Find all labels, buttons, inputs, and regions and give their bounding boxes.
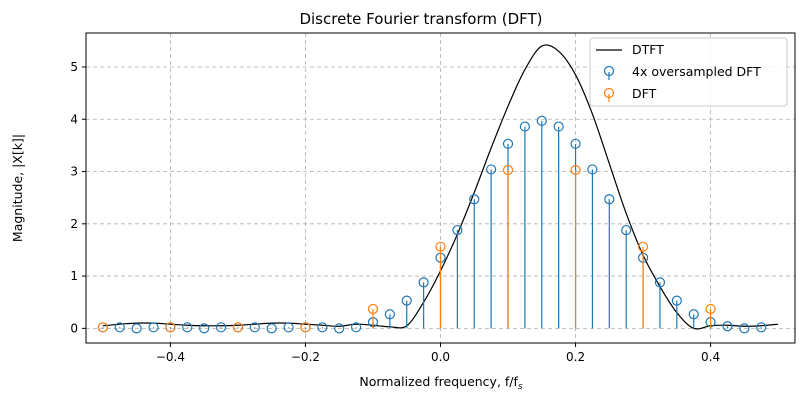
oversampled-dft-marker (334, 323, 345, 334)
x-tick-label: −0.4 (156, 350, 185, 364)
oversampled-dft-marker (756, 322, 767, 333)
x-tick-label: 0.4 (701, 350, 720, 364)
dft-marker (367, 303, 379, 315)
dft-marker (97, 322, 108, 333)
oversampled-dft-marker (654, 277, 666, 288)
legend-box (589, 37, 788, 107)
x-axis-label-subscript: s (518, 382, 523, 392)
legend-oversampled-marker (603, 65, 615, 77)
x-tick-label: 0.0 (431, 350, 450, 364)
y-axis-label: Magnitude, |X[k]| (10, 134, 25, 242)
legend-dft-marker (603, 87, 615, 99)
y-tick-label: 3 (70, 165, 78, 179)
x-tick-label: 0.2 (566, 350, 585, 364)
oversampled-dft-marker (283, 322, 294, 333)
oversampled-dft-marker (604, 194, 615, 205)
legend-dft-label: DFT (632, 86, 657, 101)
oversampled-dft-marker (215, 322, 227, 333)
oversampled-dft-layer (97, 115, 767, 334)
x-tick-label: −0.2 (291, 350, 320, 364)
oversampled-dft-marker (249, 322, 260, 333)
y-tick-label: 5 (70, 60, 78, 74)
oversampled-dft-marker (553, 121, 564, 132)
oversampled-dft-marker (688, 309, 699, 320)
oversampled-dft-marker (570, 138, 581, 149)
oversampled-dft-marker (502, 138, 514, 149)
oversampled-dft-marker (317, 322, 328, 333)
oversampled-dft-marker (536, 115, 547, 126)
oversampled-dft-marker (350, 322, 362, 333)
tick-layer: −0.4 −0.2 0.0 0.2 0.4 0 1 2 3 4 5 (70, 60, 720, 364)
dft-marker (435, 241, 446, 252)
x-axis-label: Normalized frequency, f/fs (359, 374, 523, 392)
oversampled-dft-marker (131, 323, 142, 334)
dft-layer (97, 164, 716, 333)
legend-oversampled-label: 4x oversampled DFT (632, 64, 761, 79)
oversampled-dft-marker (401, 295, 412, 306)
y-tick-label: 4 (70, 112, 78, 126)
dft-marker (300, 322, 311, 333)
oversampled-dft-marker (469, 194, 480, 205)
oversampled-dft-marker (587, 164, 598, 175)
oversampled-dft-marker (519, 121, 531, 132)
dft-marker (705, 303, 716, 315)
dft-marker (502, 164, 514, 176)
oversampled-dft-marker (199, 323, 210, 334)
oversampled-dft-marker (621, 224, 632, 236)
plot-frame (85, 32, 796, 344)
y-tick-label: 2 (70, 217, 78, 231)
y-tick-label: 1 (70, 269, 78, 283)
oversampled-dft-marker (722, 321, 733, 332)
dft-marker (232, 322, 244, 333)
chart-title: Discrete Fourier transform (DFT) (299, 10, 542, 28)
oversampled-dft-marker (114, 322, 125, 333)
dft-marker (637, 241, 649, 252)
dft-marker (165, 322, 176, 333)
oversampled-dft-marker (418, 277, 429, 288)
legend-dtft-label: DTFT (632, 42, 664, 57)
y-tick-label: 0 (70, 321, 78, 335)
oversampled-dft-marker (486, 164, 497, 175)
oversampled-dft-marker (182, 322, 193, 333)
oversampled-dft-marker (671, 295, 682, 306)
oversampled-dft-marker (266, 323, 277, 334)
oversampled-dft-marker (452, 224, 463, 236)
oversampled-dft-marker (148, 322, 159, 333)
oversampled-dft-marker (739, 323, 750, 334)
dft-marker (570, 164, 581, 176)
oversampled-dft-marker (384, 309, 395, 320)
legend: DTFT 4x oversampled DFT DFT (589, 37, 788, 107)
